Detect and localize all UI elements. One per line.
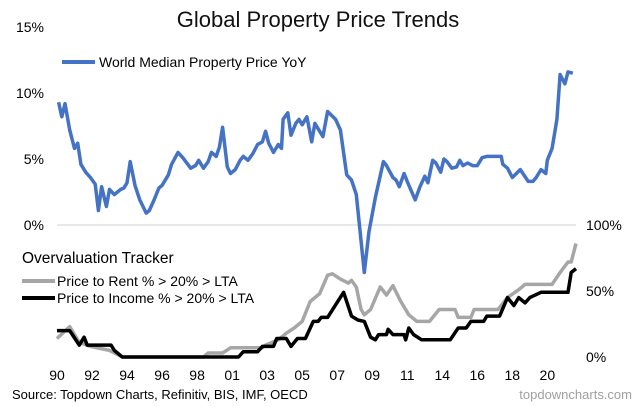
x-tick-label: 94 <box>119 367 135 383</box>
x-tick-label: 07 <box>329 367 345 383</box>
x-tick-label: 90 <box>49 367 65 383</box>
x-tick-label: 05 <box>294 367 310 383</box>
legend-label-price-to-income: Price to Income % > 20% > LTA <box>57 290 255 306</box>
source-note: Source: Topdown Charts, Refinitiv, BIS, … <box>12 387 308 402</box>
x-tick-label: 92 <box>84 367 100 383</box>
chart-title: Global Property Price Trends <box>177 7 459 32</box>
y-left-tick-label: 10% <box>16 85 44 101</box>
x-tick-label: 18 <box>505 367 521 383</box>
series-line-1 <box>55 243 578 359</box>
y-right-tick-label: 100% <box>586 217 622 233</box>
y-left-tick-label: 0% <box>24 217 44 233</box>
y-left-tick-label: 5% <box>24 151 44 167</box>
x-tick-label: 16 <box>470 367 486 383</box>
legend-label-price-to-rent: Price to Rent % > 20% > LTA <box>57 273 238 289</box>
y-right-tick-label: 50% <box>586 283 614 299</box>
watermark: topdowncharts.com <box>519 387 632 402</box>
series-line-2 <box>57 267 578 359</box>
x-tick-label: 11 <box>400 367 415 383</box>
x-tick-label: 01 <box>224 367 240 383</box>
series-line-0 <box>56 70 574 275</box>
x-tick-label: 96 <box>154 367 170 383</box>
x-tick-label: 09 <box>364 367 380 383</box>
x-tick-label: 14 <box>434 367 450 383</box>
legend-label-world-median: World Median Property Price YoY <box>99 54 307 70</box>
y-left-tick-label: 15% <box>16 19 44 35</box>
y-right-tick-label: 0% <box>586 349 606 365</box>
x-tick-label: 03 <box>259 367 275 383</box>
x-tick-label: 98 <box>189 367 205 383</box>
panel-title: Overvaluation Tracker <box>22 250 174 267</box>
x-tick-label: 20 <box>540 367 556 383</box>
